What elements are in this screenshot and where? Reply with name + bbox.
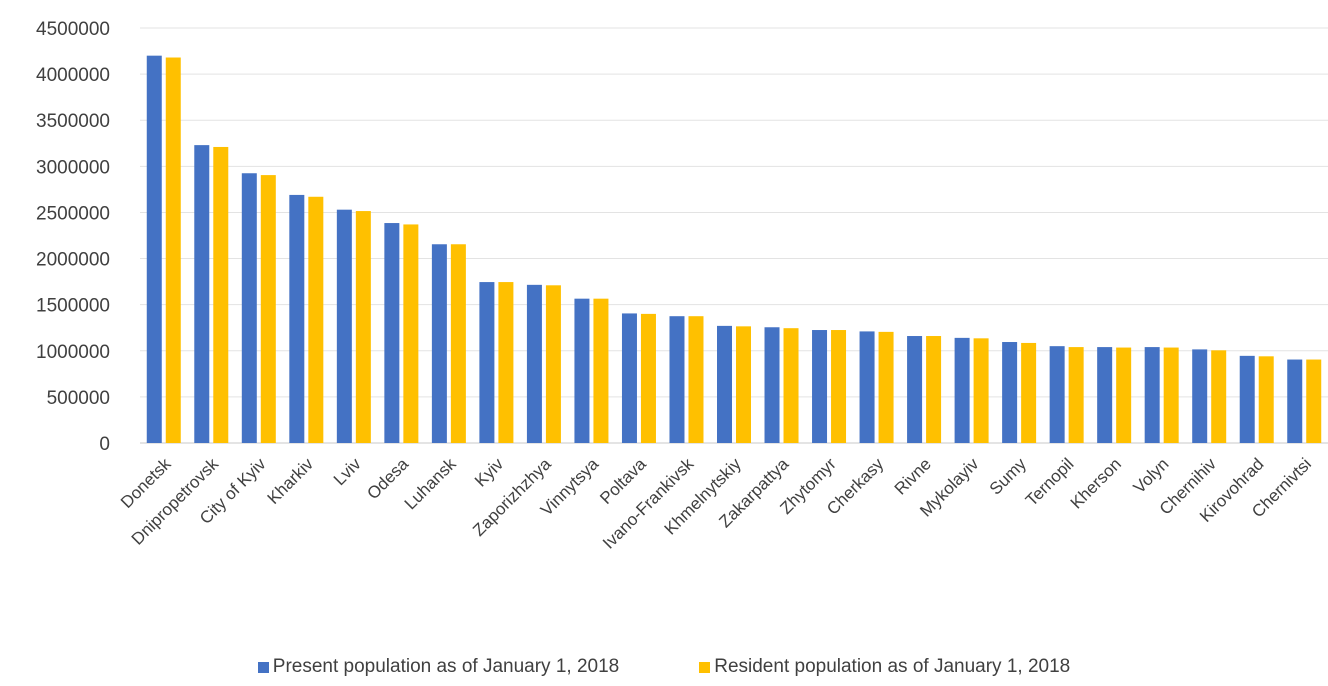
legend-swatch-present <box>257 661 269 673</box>
bar-resident <box>355 211 371 443</box>
bar-resident <box>403 224 419 443</box>
bar-present <box>1287 359 1303 443</box>
bar-resident <box>878 331 894 443</box>
bar-present <box>1097 347 1113 443</box>
x-tick-label: Luhansk <box>401 454 460 513</box>
x-tick-label: Rivne <box>891 454 935 498</box>
bar-present <box>764 327 780 443</box>
bar-resident <box>165 57 181 444</box>
bar-resident <box>640 313 656 443</box>
bar-present <box>479 282 495 443</box>
bar-resident <box>1258 356 1274 443</box>
y-tick-label: 4000000 <box>36 65 110 86</box>
bar-present <box>1239 355 1255 443</box>
bar-resident <box>973 338 989 443</box>
x-tick-label: Kherson <box>1067 454 1125 512</box>
bar-present <box>431 244 447 443</box>
bar-present <box>859 331 875 443</box>
bar-resident <box>498 282 514 443</box>
bar-present <box>526 284 542 443</box>
bar-resident <box>450 244 466 443</box>
y-tick-label: 2000000 <box>36 250 110 271</box>
y-tick-label: 4500000 <box>36 19 110 40</box>
bar-resident <box>308 196 324 443</box>
bar-resident <box>213 146 229 443</box>
bar-present <box>384 223 400 443</box>
bar-resident <box>1116 347 1132 443</box>
bar-present <box>717 325 732 443</box>
y-tick-label: 0 <box>99 434 110 455</box>
legend: Present population as of January 1, 2018… <box>0 652 1328 682</box>
y-tick-label: 1000000 <box>36 342 110 363</box>
bar-present <box>812 330 828 443</box>
legend-swatch-resident <box>699 661 711 673</box>
x-tick-label: Lviv <box>330 454 365 489</box>
x-tick-label: Kharkiv <box>264 454 318 508</box>
bar-resident <box>1306 359 1322 443</box>
bar-resident <box>926 336 942 443</box>
bar-present <box>1192 349 1208 443</box>
bar-present <box>289 194 305 443</box>
bar-present <box>336 209 352 443</box>
bar-resident <box>1163 347 1179 443</box>
bar-resident <box>831 330 847 443</box>
bar-present <box>146 55 162 444</box>
bar-resident <box>1211 350 1227 443</box>
bar-resident <box>260 175 276 443</box>
bar-present <box>907 336 923 443</box>
bar-present <box>1049 346 1065 443</box>
y-tick-label: 1500000 <box>36 296 110 317</box>
bar-resident <box>593 298 609 443</box>
bar-present <box>621 313 637 443</box>
bar-resident <box>1021 342 1037 443</box>
bar-resident <box>545 285 561 443</box>
bar-present <box>574 298 590 443</box>
x-tick-label: Kyiv <box>471 454 507 490</box>
y-tick-label: 3500000 <box>36 111 110 132</box>
bar-chart: 0 500000 1000000 1500000 2000000 2500000 30000… <box>36 19 1328 553</box>
bar-present <box>241 173 257 443</box>
bar-present <box>954 337 970 443</box>
bar-resident <box>688 316 704 443</box>
bar-resident <box>736 326 751 443</box>
bar-present <box>669 316 685 443</box>
bar-resident <box>1068 347 1084 443</box>
y-tick-label: 2500000 <box>36 203 110 224</box>
y-tick-label: 3000000 <box>36 157 110 178</box>
legend-label-present: Present population as of January 1, 2018 <box>272 656 620 677</box>
bar-present <box>1144 347 1160 443</box>
legend-item-resident: Resident population as of January 1, 201… <box>699 656 1070 678</box>
x-tick-label: Volyn <box>1130 454 1173 497</box>
bar-present <box>194 145 210 443</box>
y-tick-label: 500000 <box>47 388 110 409</box>
legend-item-present: Present population as of January 1, 2018 <box>257 656 620 678</box>
bar-resident <box>783 328 799 443</box>
legend-label-resident: Resident population as of January 1, 201… <box>714 656 1071 677</box>
x-tick-label: Sumy <box>986 454 1031 499</box>
bar-present <box>1002 342 1018 443</box>
